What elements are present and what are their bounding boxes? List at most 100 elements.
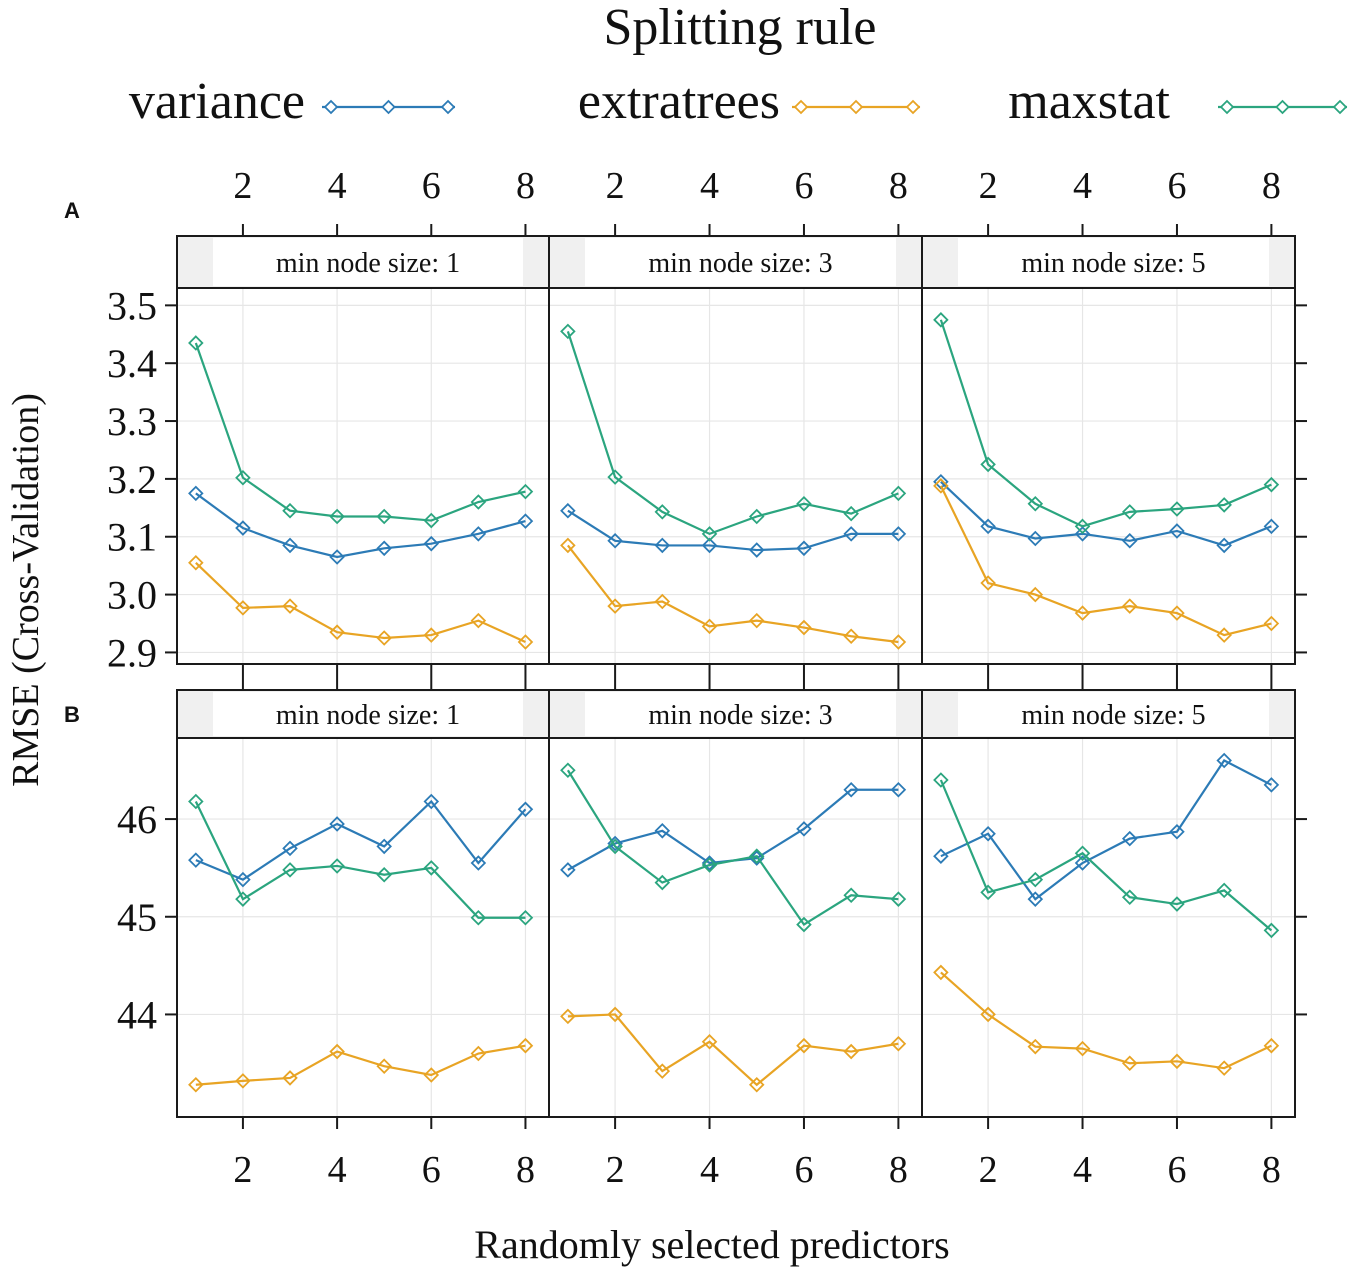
y-tick-label: 46 [117, 797, 157, 842]
data-point-maxstat [560, 323, 576, 340]
data-point-variance [654, 823, 671, 839]
data-point-maxstat [701, 526, 718, 542]
data-point-extratrees [423, 1067, 440, 1083]
legend-marker-extratrees [793, 99, 809, 115]
data-point-variance [1263, 518, 1280, 535]
x-tick-label: 4 [700, 165, 719, 207]
legend-marker-maxstat [1275, 99, 1290, 115]
data-point-maxstat [560, 762, 576, 779]
strip-level-indicator [585, 692, 896, 736]
data-point-extratrees [654, 593, 671, 610]
data-point-maxstat [1169, 896, 1185, 912]
series-line-extratrees [195, 1044, 526, 1086]
data-point-extratrees [1169, 1053, 1185, 1070]
x-tick-label: 8 [516, 165, 535, 207]
y-tick-label: 3.2 [107, 457, 157, 502]
x-tick-label: 8 [889, 1149, 908, 1191]
data-point-extratrees [1216, 627, 1232, 643]
x-tick-label: 6 [1167, 165, 1186, 207]
data-point-variance [701, 855, 718, 871]
series-line-variance [940, 759, 1272, 901]
data-point-maxstat [654, 874, 671, 891]
data-point-extratrees [329, 1043, 345, 1060]
data-point-maxstat [329, 508, 345, 525]
legend-marker-variance [323, 99, 339, 115]
x-tick-label: 6 [422, 1149, 441, 1191]
data-point-variance [1121, 533, 1138, 549]
data-point-extratrees [376, 630, 392, 646]
data-point-extratrees [933, 478, 949, 494]
strip-level-indicator [213, 692, 523, 736]
data-point-extratrees [1263, 615, 1280, 632]
data-point-extratrees [1074, 1040, 1091, 1057]
data-point-variance [1169, 824, 1185, 840]
x-tick-label: 2 [979, 1149, 998, 1191]
data-point-maxstat [890, 891, 907, 907]
data-point-extratrees [470, 612, 487, 629]
strip-label: min node size: 3 [648, 248, 832, 279]
x-tick-label: 6 [422, 165, 441, 207]
panel-label-b: B [64, 702, 80, 727]
series-line-extratrees [567, 1013, 899, 1087]
data-point-maxstat [607, 469, 623, 485]
facet-A-1: min node size: 1 2 4 6 8 [176, 165, 550, 690]
legend-title: Splitting rule [604, 0, 877, 56]
data-point-extratrees [748, 612, 765, 629]
data-point-maxstat [188, 335, 204, 351]
series-line-maxstat [566, 331, 899, 536]
data-point-extratrees [1121, 598, 1138, 614]
x-tick-label: 8 [889, 165, 908, 207]
data-point-extratrees [890, 1035, 907, 1052]
data-point-variance [607, 533, 623, 549]
x-tick-label: 2 [979, 165, 998, 207]
x-tick-label: 4 [328, 1149, 347, 1191]
data-point-maxstat [282, 862, 298, 878]
series-line-variance [195, 799, 527, 881]
y-tick-label: 2.9 [107, 630, 157, 675]
data-point-maxstat [933, 312, 949, 328]
data-point-variance [1074, 855, 1091, 871]
data-point-extratrees [933, 964, 949, 981]
series-line-extratrees [567, 544, 899, 644]
data-point-maxstat [1216, 497, 1232, 513]
data-point-variance [1027, 530, 1044, 547]
y-tick-label: 3.3 [107, 399, 157, 444]
data-point-maxstat [1027, 495, 1044, 512]
data-point-variance [796, 540, 812, 557]
strip-label: min node size: 3 [648, 700, 832, 731]
strip-label: min node size: 1 [276, 248, 460, 279]
data-point-variance [470, 526, 487, 542]
data-point-extratrees [188, 554, 204, 571]
x-axis-label: Randomly selected predictors [474, 1222, 949, 1267]
data-point-variance [1074, 526, 1091, 542]
strip-label: min node size: 5 [1021, 700, 1205, 731]
data-point-variance [470, 855, 487, 871]
x-tick-label: 4 [1073, 165, 1092, 207]
facet-B-3: min node size: 5 2 4 6 8 [921, 689, 1296, 1191]
legend-marker-maxstat [1332, 99, 1348, 115]
strip-label: min node size: 5 [1021, 248, 1205, 279]
data-point-variance [843, 781, 859, 798]
x-tick-label: 8 [516, 1149, 535, 1191]
legend-marker-maxstat [1219, 99, 1235, 115]
data-point-extratrees [701, 618, 718, 635]
data-point-extratrees [235, 600, 251, 616]
data-point-variance [654, 537, 671, 554]
data-point-variance [890, 526, 907, 542]
data-point-variance [701, 537, 718, 554]
data-point-maxstat [1216, 882, 1232, 899]
data-point-maxstat [517, 909, 534, 926]
data-point-maxstat [890, 485, 907, 502]
series-line-extratrees [939, 485, 1272, 637]
data-point-extratrees [843, 1043, 859, 1060]
data-point-variance [980, 825, 996, 842]
data-point-extratrees [701, 1034, 718, 1050]
panel-frame [176, 689, 550, 1118]
series-line-maxstat [939, 779, 1273, 932]
data-point-extratrees [282, 598, 298, 614]
series-line-variance [567, 509, 899, 552]
data-point-extratrees [1263, 1037, 1280, 1054]
data-point-variance [376, 540, 392, 557]
data-point-maxstat [1074, 518, 1091, 535]
